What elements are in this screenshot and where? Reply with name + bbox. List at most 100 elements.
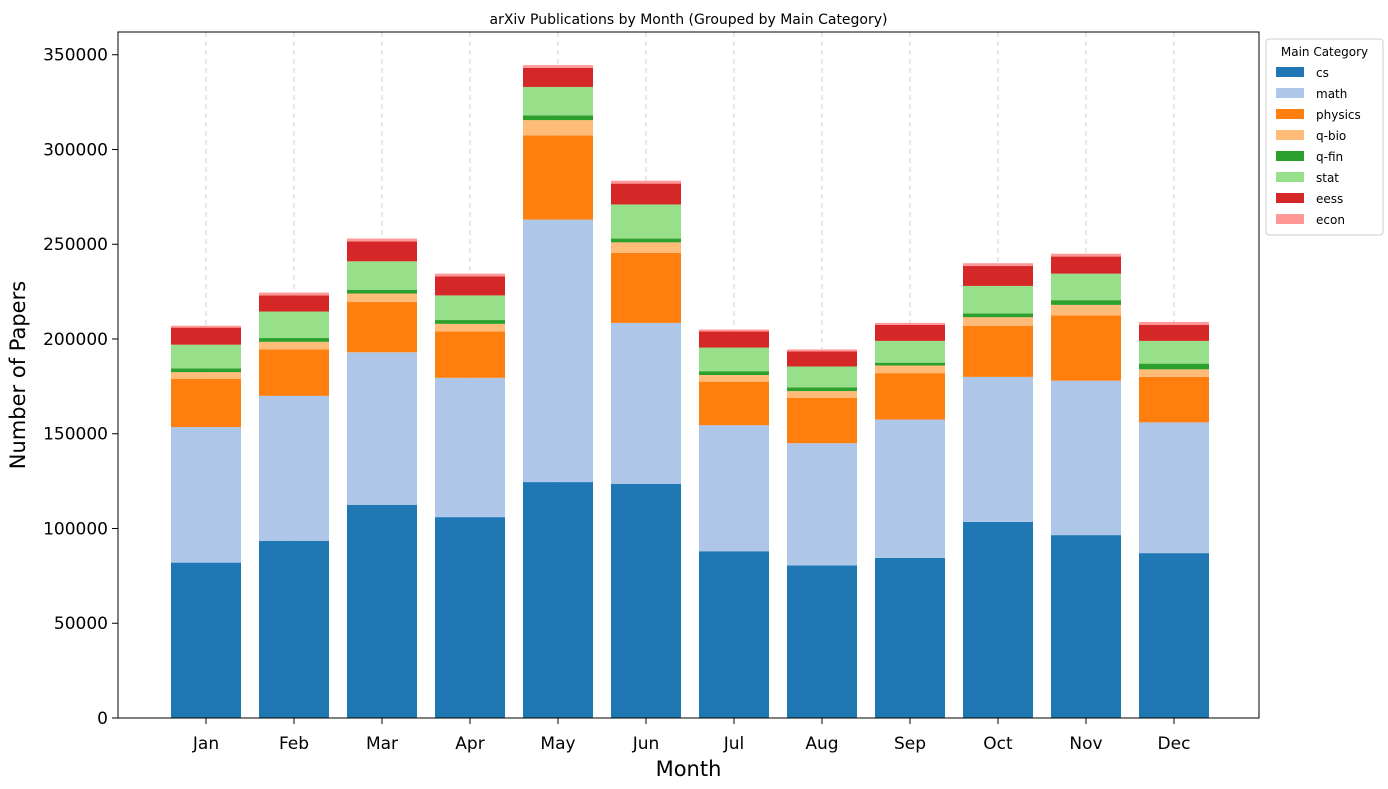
legend-label-cs: cs — [1316, 66, 1329, 80]
legend-label-econ: econ — [1316, 213, 1345, 227]
bars-layer — [171, 65, 1209, 718]
bar-cs-feb — [259, 540, 329, 718]
legend-swatch-physics — [1276, 109, 1304, 119]
bar-cs-oct — [963, 521, 1033, 718]
bar-physics-oct — [963, 325, 1033, 377]
x-tick-label-apr: Apr — [455, 734, 484, 754]
legend-swatch-stat — [1276, 172, 1304, 182]
bar-econ-jan — [171, 325, 241, 328]
x-tick-label-jun: Jun — [632, 734, 660, 754]
y-tick-label: 350000 — [43, 46, 108, 66]
bar-physics-apr — [435, 331, 505, 378]
bar-q-bio-jun — [611, 242, 681, 253]
bar-physics-jul — [699, 381, 769, 426]
bar-stat-feb — [259, 311, 329, 339]
x-tick-label-mar: Mar — [366, 734, 398, 754]
bar-stat-apr — [435, 295, 505, 321]
bar-econ-jul — [699, 329, 769, 332]
bar-econ-dec — [1139, 321, 1209, 325]
bar-math-apr — [435, 377, 505, 518]
bar-cs-dec — [1139, 553, 1209, 718]
bar-q-bio-aug — [787, 391, 857, 398]
legend-label-eess: eess — [1316, 192, 1343, 206]
bar-econ-oct — [963, 263, 1033, 267]
bar-econ-aug — [787, 349, 857, 352]
bar-q-fin-feb — [259, 338, 329, 342]
bar-physics-feb — [259, 349, 329, 396]
bar-eess-jul — [699, 331, 769, 348]
bar-q-fin-sep — [875, 362, 945, 366]
bar-math-may — [523, 219, 593, 483]
x-tick-label-aug: Aug — [805, 734, 838, 754]
bar-eess-mar — [347, 241, 417, 262]
legend-swatch-q-fin — [1276, 151, 1304, 161]
bar-q-fin-aug — [787, 387, 857, 392]
x-tick-label-may: May — [540, 734, 575, 754]
bar-cs-aug — [787, 565, 857, 718]
y-tick-label: 300000 — [43, 140, 108, 160]
bar-q-fin-oct — [963, 313, 1033, 318]
bar-cs-mar — [347, 504, 417, 718]
legend-swatch-q-bio — [1276, 130, 1304, 140]
bar-cs-nov — [1051, 535, 1121, 718]
y-tick-label: 150000 — [43, 425, 108, 445]
bar-eess-oct — [963, 266, 1033, 286]
bar-math-oct — [963, 376, 1033, 522]
bar-math-aug — [787, 443, 857, 566]
bar-cs-jul — [699, 551, 769, 718]
legend-label-math: math — [1316, 87, 1347, 101]
bar-q-fin-nov — [1051, 300, 1121, 305]
bar-q-bio-jul — [699, 375, 769, 382]
bar-q-fin-mar — [347, 289, 417, 294]
legend-swatch-eess — [1276, 193, 1304, 203]
bar-physics-sep — [875, 373, 945, 420]
bar-physics-nov — [1051, 315, 1121, 381]
x-tick-label-feb: Feb — [279, 734, 309, 754]
bar-physics-dec — [1139, 376, 1209, 423]
bar-econ-may — [523, 65, 593, 69]
y-tick-label: 250000 — [43, 235, 108, 255]
bar-stat-dec — [1139, 340, 1209, 364]
bar-q-fin-jan — [171, 368, 241, 373]
bar-econ-feb — [259, 292, 329, 296]
legend-label-stat: stat — [1316, 171, 1339, 185]
x-tick-label-oct: Oct — [983, 734, 1013, 754]
bar-math-nov — [1051, 380, 1121, 536]
bar-q-fin-dec — [1139, 363, 1209, 370]
bar-q-bio-feb — [259, 341, 329, 350]
bar-math-jul — [699, 425, 769, 552]
x-tick-label-sep: Sep — [894, 734, 926, 754]
bar-q-bio-oct — [963, 317, 1033, 326]
y-tick-label: 200000 — [43, 330, 108, 350]
bar-stat-mar — [347, 261, 417, 290]
bar-physics-aug — [787, 397, 857, 444]
bar-cs-may — [523, 482, 593, 718]
bar-q-bio-may — [523, 120, 593, 136]
bar-stat-jan — [171, 344, 241, 369]
y-axis: 0 50000 100000 150000 200000 250000 300000 3500… — [43, 46, 118, 729]
legend-swatch-math — [1276, 88, 1304, 98]
x-axis-label: Month — [656, 757, 722, 781]
bar-q-fin-jun — [611, 238, 681, 243]
bar-eess-sep — [875, 324, 945, 341]
bar-physics-may — [523, 135, 593, 220]
bar-stat-oct — [963, 285, 1033, 314]
bar-stat-jun — [611, 204, 681, 239]
bar-math-feb — [259, 395, 329, 541]
legend-label-q-fin: q-fin — [1316, 150, 1343, 164]
bar-eess-aug — [787, 351, 857, 367]
bar-physics-jan — [171, 378, 241, 428]
bar-eess-apr — [435, 276, 505, 296]
bar-physics-mar — [347, 302, 417, 353]
legend: Main Category cs math physics q-bio q-fin stat… — [1265, 38, 1384, 236]
bar-stat-may — [523, 86, 593, 116]
bar-eess-may — [523, 68, 593, 87]
y-tick-label: 100000 — [43, 519, 108, 539]
legend-label-q-bio: q-bio — [1316, 129, 1346, 143]
bar-cs-jan — [171, 562, 241, 718]
bar-econ-sep — [875, 322, 945, 325]
bar-cs-sep — [875, 557, 945, 718]
bar-eess-jan — [171, 327, 241, 345]
bar-stat-sep — [875, 340, 945, 363]
